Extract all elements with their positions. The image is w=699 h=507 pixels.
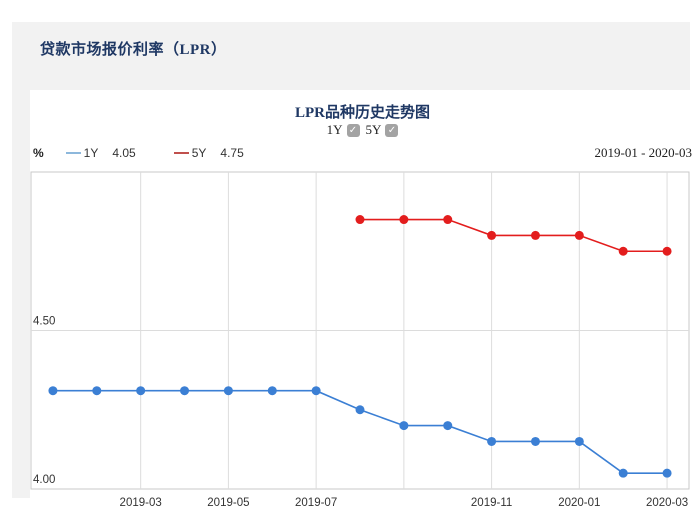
y-axis-unit-label: % — [33, 146, 44, 160]
data-point-5y[interactable] — [487, 230, 497, 240]
lpr-chart-svg: 4.00 4.50 2019-03 2019-05 2019-07 2019-11 2020… — [30, 171, 690, 507]
data-point-5y[interactable] — [662, 246, 672, 256]
legend-series-name: 5Y — [191, 146, 207, 160]
legend-series-name: 1Y — [83, 146, 99, 160]
x-tick-label: 2019-11 — [471, 497, 512, 507]
data-point-5y[interactable] — [355, 215, 365, 225]
data-point-1y[interactable] — [662, 468, 672, 478]
chart-title: LPR品种历史走势图 — [294, 105, 430, 121]
legend-items: 1Y 4.05 5Y 4.75 — [65, 146, 244, 160]
y-tick-label: 4.00 — [33, 474, 55, 486]
data-point-5y[interactable] — [618, 246, 628, 256]
section-title: 贷款市场报价利率（LPR） — [40, 42, 227, 58]
data-point-1y[interactable] — [136, 386, 146, 396]
checkbox-5y-icon[interactable]: ✓ — [385, 123, 399, 137]
data-point-5y[interactable] — [443, 215, 453, 225]
x-tick-label: 2020-01 — [558, 497, 600, 507]
legend-latest-value: 4.75 — [220, 146, 244, 160]
legend-row: % 1Y 4.05 5Y 4.75 2019-01 - 2020-03 — [33, 145, 692, 161]
chart-panel: 4.00 4.50 2019-03 2019-05 2019-07 2019-11 2020… — [30, 90, 695, 507]
legend-item-5y: 5Y 4.75 — [173, 146, 244, 160]
legend-latest-value: 4.05 — [112, 146, 136, 160]
y-tick-label: 4.50 — [33, 316, 55, 328]
x-tick-label: 2020-03 — [646, 497, 688, 507]
data-point-1y[interactable] — [530, 436, 540, 446]
date-range-label: 2019-01 - 2020-03 — [594, 145, 693, 160]
toggle-label: 5Y — [365, 122, 382, 137]
toggle-5y[interactable]: 5Y ✓ — [366, 122, 399, 138]
data-point-5y[interactable] — [574, 230, 584, 240]
toggle-label: 1Y — [326, 122, 343, 137]
legend-line-swatch — [65, 152, 81, 154]
data-point-1y[interactable] — [223, 386, 233, 396]
x-tick-label: 2019-03 — [120, 497, 162, 507]
toggle-1y[interactable]: 1Y ✓ — [327, 122, 360, 138]
x-tick-label: 2019-07 — [295, 497, 337, 507]
legend-item-1y: 1Y 4.05 — [65, 146, 136, 160]
data-point-1y[interactable] — [574, 436, 584, 446]
legend-line-swatch — [173, 152, 189, 154]
data-point-1y[interactable] — [311, 386, 321, 396]
data-point-1y[interactable] — [355, 405, 365, 415]
lpr-section: 贷款市场报价利率（LPR） 4.00 4.50 2019-03 2019-05 2019… — [12, 22, 695, 507]
data-point-1y[interactable] — [92, 386, 102, 396]
data-point-1y[interactable] — [180, 386, 190, 396]
data-point-5y[interactable] — [530, 230, 540, 240]
checkbox-1y-icon[interactable]: ✓ — [346, 123, 360, 137]
data-point-1y[interactable] — [399, 421, 409, 431]
x-tick-label: 2019-05 — [207, 497, 249, 507]
data-point-1y[interactable] — [443, 421, 453, 431]
data-point-1y[interactable] — [618, 468, 628, 478]
data-point-1y[interactable] — [487, 436, 497, 446]
data-point-1y[interactable] — [267, 386, 277, 396]
data-point-5y[interactable] — [399, 215, 409, 225]
series-toggles: 1Y ✓ 5Y ✓ — [30, 122, 695, 138]
series-line-5y — [360, 218, 668, 253]
data-point-1y[interactable] — [48, 386, 58, 396]
